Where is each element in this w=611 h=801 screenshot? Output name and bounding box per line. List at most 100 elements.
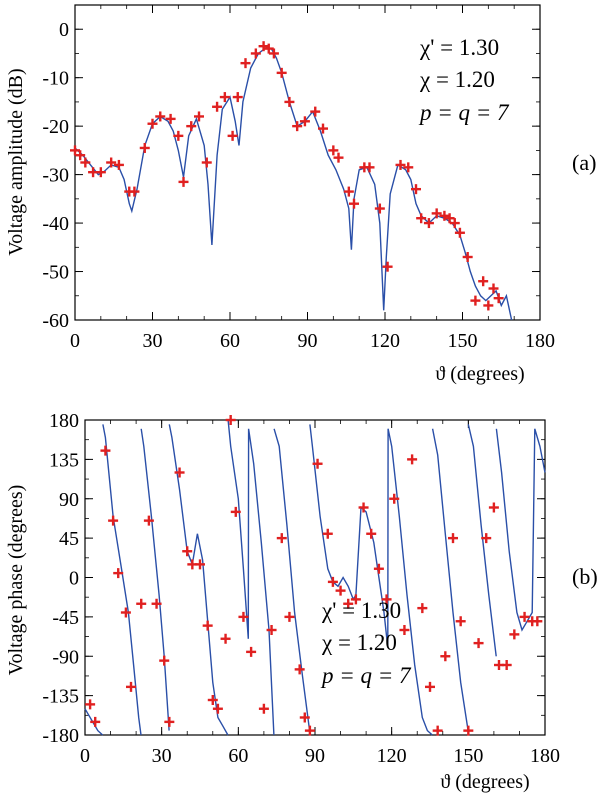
data-marker-plus bbox=[75, 150, 86, 161]
x-tick-label: 0 bbox=[70, 330, 80, 352]
data-marker-plus bbox=[417, 603, 428, 614]
data-marker-plus bbox=[129, 186, 140, 197]
y-tick-label: -20 bbox=[42, 116, 69, 138]
data-marker-plus bbox=[266, 625, 277, 635]
data-marker-plus bbox=[299, 116, 310, 127]
data-marker-plus bbox=[478, 276, 489, 287]
amplitude-annotation-3: p = q = 7 bbox=[418, 100, 510, 125]
panel-b-label: (b) bbox=[572, 564, 598, 589]
data-marker-plus bbox=[350, 594, 361, 605]
y-tick-label: -180 bbox=[42, 725, 79, 747]
data-marker-plus bbox=[310, 106, 321, 117]
amplitude-ylabel: Voltage amplitude (dB) bbox=[5, 68, 27, 255]
x-tick-label: 30 bbox=[152, 745, 172, 767]
data-marker-plus bbox=[532, 616, 543, 627]
data-marker-plus bbox=[403, 162, 414, 173]
data-marker-plus bbox=[238, 611, 249, 622]
data-marker-plus bbox=[173, 130, 184, 141]
data-marker-plus bbox=[382, 261, 393, 272]
y-tick-label: -10 bbox=[42, 68, 69, 90]
data-marker-plus bbox=[509, 629, 520, 640]
data-marker-plus bbox=[284, 96, 295, 107]
data-marker-plus bbox=[432, 725, 443, 736]
data-marker-plus bbox=[80, 157, 91, 168]
data-marker-plus bbox=[220, 633, 231, 644]
data-marker-plus bbox=[201, 157, 212, 168]
data-marker-plus bbox=[155, 111, 166, 122]
data-marker-plus bbox=[416, 213, 427, 224]
data-marker-plus bbox=[358, 502, 369, 513]
phase-annotation-3: p = q = 7 bbox=[320, 663, 412, 688]
data-marker-plus bbox=[423, 218, 434, 229]
data-marker-plus bbox=[501, 660, 512, 670]
data-marker-plus bbox=[240, 58, 251, 69]
data-marker-plus bbox=[399, 625, 410, 635]
x-tick-label: 150 bbox=[453, 745, 483, 767]
data-marker-plus bbox=[483, 300, 494, 311]
data-marker-plus bbox=[227, 130, 238, 141]
data-marker-plus bbox=[373, 563, 384, 574]
y-tick-label: 135 bbox=[49, 449, 79, 471]
data-marker-plus bbox=[108, 515, 119, 526]
data-marker-plus bbox=[364, 162, 375, 173]
data-marker-plus bbox=[70, 145, 80, 156]
data-marker-plus bbox=[411, 184, 421, 195]
data-marker-plus bbox=[455, 616, 466, 627]
data-marker-plus bbox=[366, 528, 377, 539]
data-marker-plus bbox=[113, 568, 124, 579]
y-tick-label: 0 bbox=[59, 19, 69, 41]
phase-tick-marks bbox=[84, 419, 546, 736]
data-marker-plus bbox=[212, 101, 223, 112]
x-tick-label: 180 bbox=[525, 330, 555, 352]
x-tick-label: 120 bbox=[370, 330, 400, 352]
amplitude-annotation-1: χ' = 1.30 bbox=[419, 35, 499, 60]
data-marker-plus bbox=[374, 203, 385, 214]
data-marker-plus bbox=[431, 208, 442, 219]
data-marker-plus bbox=[194, 111, 204, 122]
data-marker-plus bbox=[120, 607, 131, 618]
data-marker-plus bbox=[95, 167, 106, 178]
data-marker-plus bbox=[312, 458, 323, 469]
y-tick-label: -30 bbox=[42, 165, 69, 187]
data-marker-plus bbox=[462, 252, 473, 262]
data-marker-plus bbox=[463, 725, 474, 736]
data-marker-plus bbox=[225, 415, 236, 425]
y-tick-label: 90 bbox=[59, 489, 79, 511]
data-marker-plus bbox=[493, 293, 504, 304]
data-marker-plus bbox=[304, 725, 315, 736]
data-marker-plus bbox=[276, 67, 287, 78]
data-marker-plus bbox=[143, 515, 154, 526]
data-marker-plus bbox=[407, 454, 418, 465]
phase-xlabel: ϑ (degrees) bbox=[440, 771, 529, 793]
data-marker-plus bbox=[488, 283, 499, 294]
phase-series-line bbox=[84, 419, 546, 736]
data-marker-plus bbox=[333, 152, 344, 163]
x-tick-label: 0 bbox=[80, 745, 90, 767]
data-marker-plus bbox=[106, 157, 117, 168]
y-tick-label: 45 bbox=[59, 528, 79, 550]
y-tick-label: -135 bbox=[42, 686, 79, 708]
data-marker-plus bbox=[207, 695, 218, 705]
y-tick-label: 0 bbox=[69, 568, 79, 590]
data-marker-plus bbox=[327, 576, 338, 587]
amplitude-xlabel: ϑ (degrees) bbox=[435, 363, 524, 385]
amplitude-tick-labels: 0 30 60 90 120 150 180 0 -10 -20 -30 -40 -50 -60 bbox=[42, 19, 555, 352]
data-marker-plus bbox=[85, 699, 96, 710]
data-marker-plus bbox=[147, 118, 158, 129]
data-marker-plus bbox=[449, 218, 460, 229]
data-marker-plus bbox=[381, 594, 392, 605]
phase-ylabel: Voltage phase (degrees) bbox=[5, 485, 27, 676]
data-marker-plus bbox=[519, 611, 530, 622]
data-marker-plus bbox=[268, 48, 279, 59]
y-tick-label: -90 bbox=[52, 646, 79, 668]
data-marker-plus bbox=[151, 598, 162, 609]
x-tick-label: 60 bbox=[220, 330, 240, 352]
data-marker-plus bbox=[195, 559, 205, 570]
data-marker-plus bbox=[232, 92, 243, 103]
data-marker-plus bbox=[343, 186, 354, 197]
amplitude-markers bbox=[70, 41, 504, 311]
data-marker-plus bbox=[349, 198, 359, 209]
data-marker-plus bbox=[389, 493, 400, 504]
data-marker-plus bbox=[212, 703, 223, 714]
